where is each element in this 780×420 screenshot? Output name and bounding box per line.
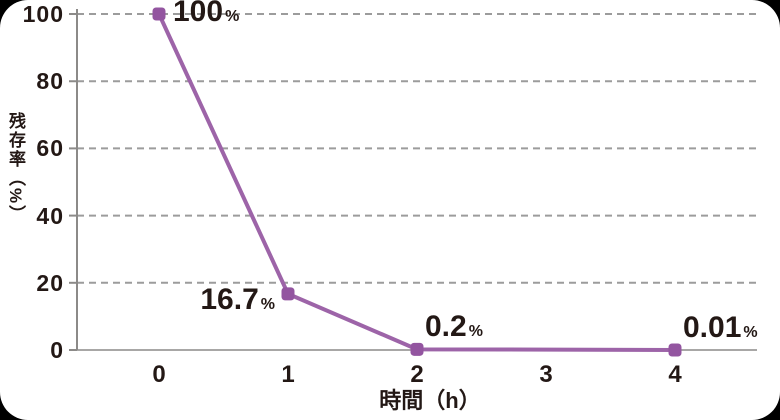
percent-sign: % (468, 323, 483, 341)
data-line (157, 13, 676, 352)
y-tick-label-0: 0 (50, 337, 64, 363)
percent-sign: % (743, 323, 758, 341)
x-tick-label-1: 1 (281, 361, 295, 388)
x-axis-label: 時間（h） (379, 388, 481, 413)
point-annotation-1: 16.7% (200, 282, 275, 316)
y-tick-label-60: 60 (36, 135, 64, 162)
y-tick-label-40: 40 (36, 202, 64, 229)
x-tick-label-0: 0 (152, 361, 166, 388)
y-tick-label-20: 20 (36, 269, 64, 296)
point-annotation-0: 100% (173, 0, 240, 28)
x-tick-label-2: 2 (410, 361, 424, 388)
y-axis-label: 残存率（%） (6, 112, 25, 225)
x-tick-label-3: 3 (539, 361, 553, 388)
x-tick-label-4: 4 (668, 361, 682, 388)
y-tick-label-80: 80 (36, 68, 64, 95)
point-annotation-3: 0.01% (683, 310, 758, 344)
point-annotation-2: 0.2% (425, 310, 483, 344)
percent-sign: % (225, 8, 240, 25)
y-tick-label-100: 100 (22, 1, 64, 27)
percent-sign: % (260, 295, 275, 313)
data-point-marker-3 (668, 343, 682, 357)
data-point-marker-1 (281, 287, 295, 301)
data-point-marker-2 (410, 342, 424, 356)
data-point-marker-0 (152, 7, 166, 21)
